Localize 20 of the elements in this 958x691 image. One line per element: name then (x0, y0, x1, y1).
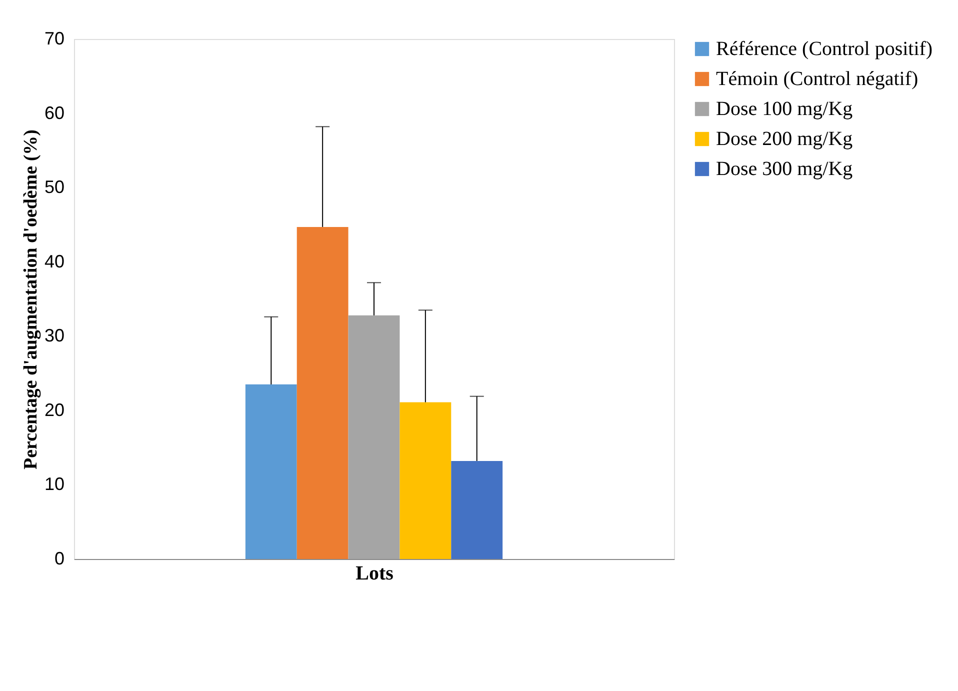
bar (296, 226, 348, 559)
y-axis-title: Percentage d'augmentation d'oedème (%) (20, 129, 42, 470)
y-tick-label: 0 (54, 548, 64, 568)
y-tick-label: 30 (44, 326, 64, 346)
bar (348, 315, 400, 559)
y-tick-label: 40 (44, 251, 64, 272)
bar (245, 384, 297, 559)
y-tick-label: 60 (44, 102, 64, 123)
y-tick-label: 70 (44, 28, 64, 48)
legend-label: Témoin (Control négatif) (716, 68, 918, 90)
legend-label: Référence (Control positif) (716, 38, 933, 60)
bar (400, 402, 452, 559)
x-axis-title: Lots (356, 562, 394, 584)
y-tick-label: 50 (44, 177, 64, 198)
y-tick-label: 10 (44, 474, 64, 494)
legend-label: Dose 200 mg/Kg (716, 128, 853, 150)
y-tick-label: 20 (44, 400, 64, 420)
legend-label: Dose 300 mg/Kg (716, 158, 853, 180)
legend-label: Dose 100 mg/Kg (716, 98, 853, 120)
bar (451, 460, 503, 559)
